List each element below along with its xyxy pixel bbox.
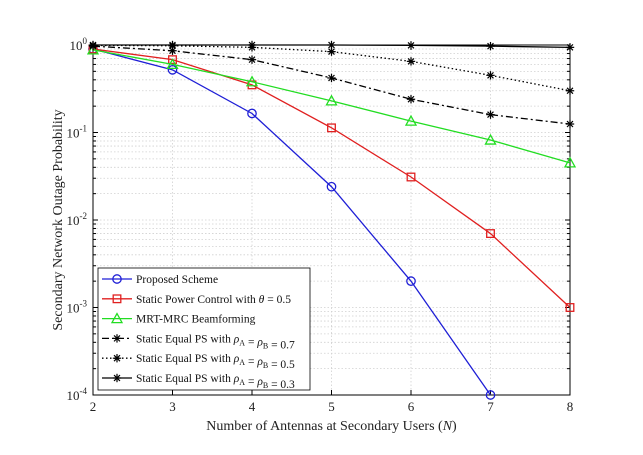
- star-marker: [247, 40, 257, 50]
- star-marker: [168, 40, 177, 50]
- star-marker: [486, 41, 495, 51]
- star-marker: [565, 86, 575, 95]
- legend-entry-4: Static Equal PS with ρA = ρB = 0.7: [102, 333, 295, 351]
- star-marker: [112, 373, 122, 383]
- legend-entry-2: Static Power Control with θ = 0.5: [102, 294, 291, 306]
- series-5: [88, 41, 575, 95]
- series-6: [88, 40, 575, 52]
- star-marker: [565, 43, 575, 52]
- legend-entry-1: Proposed Scheme: [102, 274, 218, 286]
- triangle-marker: [166, 58, 179, 70]
- x-tick-label: 6: [408, 399, 415, 414]
- circle-marker: [112, 274, 122, 284]
- legend-label: Static Equal PS with ρA = ρB = 0.7: [136, 333, 295, 351]
- circle-marker: [326, 181, 337, 192]
- star-marker: [406, 41, 416, 50]
- star-marker: [565, 119, 575, 129]
- square-marker: [327, 123, 336, 133]
- circle-marker: [247, 108, 257, 119]
- y-tick-label: 10-1: [67, 124, 88, 141]
- y-tick-label: 10-4: [67, 386, 88, 403]
- star-marker: [88, 40, 98, 50]
- star-marker: [406, 57, 416, 66]
- x-tick-label: 8: [567, 399, 574, 414]
- legend-label: Static Power Control with θ = 0.5: [136, 294, 291, 306]
- series-line: [92, 48, 492, 396]
- legend-label: Static Equal PS with ρA = ρB = 0.3: [136, 373, 295, 391]
- star-marker: [327, 40, 336, 50]
- star-marker: [327, 73, 336, 83]
- y-axis-title: Secondary Network Outage Probability: [51, 109, 66, 330]
- y-tick-label: 10-2: [67, 211, 88, 228]
- legend-entry-3: MRT-MRC Beamforming: [102, 312, 256, 326]
- x-tick-label: 5: [328, 399, 335, 414]
- legend-entry-5: Static Equal PS with ρA = ρB = 0.5: [102, 353, 295, 371]
- x-axis-title: Number of Antennas at Secondary Users (N…: [206, 419, 457, 434]
- x-tick-label: 3: [169, 399, 176, 414]
- star-marker: [112, 354, 122, 363]
- series-line: [92, 49, 571, 164]
- star-marker: [327, 47, 336, 56]
- legend: Proposed Scheme Static Power Control with…: [97, 267, 311, 391]
- legend-box: [97, 267, 311, 391]
- star-marker: [247, 55, 257, 64]
- legend-label: Static Equal PS with ρA = ρB = 0.5: [136, 353, 295, 371]
- square-marker: [112, 294, 122, 304]
- triangle-marker: [325, 94, 338, 106]
- x-tick-label: 4: [249, 399, 256, 414]
- circle-marker: [406, 276, 416, 287]
- square-marker: [565, 303, 575, 312]
- x-tick-label: 7: [487, 399, 494, 414]
- grid-layer: [93, 45, 570, 395]
- legend-label: Proposed Scheme: [136, 274, 218, 286]
- triangle-marker: [110, 312, 124, 324]
- x-tick-label: 2: [90, 399, 97, 414]
- circle-marker: [167, 64, 178, 75]
- circle-marker: [485, 390, 496, 400]
- y-tick-label: 10-3: [67, 299, 88, 316]
- legend-label: MRT-MRC Beamforming: [136, 314, 256, 326]
- square-marker: [486, 229, 495, 239]
- square-marker: [406, 172, 416, 182]
- legend-entry-6: Static Equal PS with ρA = ρB = 0.3: [102, 373, 295, 391]
- y-tick-label: 100: [70, 36, 88, 53]
- star-marker: [112, 334, 122, 343]
- square-marker: [168, 55, 177, 65]
- star-marker: [486, 71, 495, 80]
- triangle-marker: [563, 156, 577, 168]
- series-layer: [86, 40, 577, 400]
- star-marker: [406, 95, 416, 104]
- triangle-marker: [245, 75, 259, 87]
- star-marker: [486, 110, 495, 119]
- triangle-marker: [404, 114, 418, 126]
- triangle-marker: [484, 133, 497, 145]
